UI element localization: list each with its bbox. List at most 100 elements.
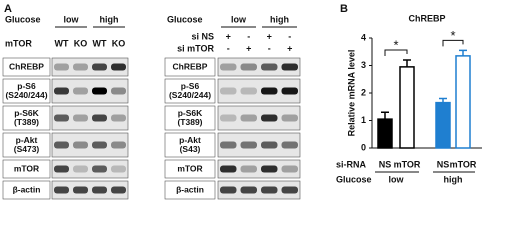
band xyxy=(54,87,69,95)
x-tick-label: NS xyxy=(379,159,392,169)
band xyxy=(111,165,126,173)
blot-label: β-actin xyxy=(13,184,41,194)
label-box xyxy=(164,132,216,158)
header-value: high xyxy=(100,14,119,24)
band xyxy=(240,63,257,71)
label-box xyxy=(164,180,216,200)
band xyxy=(54,114,69,122)
figure: A B Glucose low high mTOR WT KO WT KO ChREBP p-S6… xyxy=(2,3,482,200)
band xyxy=(92,141,107,149)
label-box xyxy=(164,159,216,179)
label-box xyxy=(164,57,216,77)
blot-label: ChREBP xyxy=(9,61,44,71)
header-value: + xyxy=(287,43,292,53)
blot-label: (T389) xyxy=(14,117,39,127)
blot-label: (S240/244) xyxy=(5,90,47,100)
blot-label: p-S6K xyxy=(14,108,39,118)
blot-label: p-Akt xyxy=(16,135,38,145)
blot xyxy=(51,57,129,77)
band xyxy=(281,141,298,149)
header-label: Glucose xyxy=(5,14,41,24)
blot xyxy=(51,180,129,200)
band xyxy=(111,186,126,194)
band xyxy=(261,186,278,194)
band xyxy=(73,165,88,173)
x-tick-label: NS xyxy=(437,159,450,169)
header-label: si NS xyxy=(191,31,214,41)
header-value: + xyxy=(246,43,251,53)
header-label: mTOR xyxy=(5,38,32,48)
band xyxy=(240,165,257,173)
y-tick-label: 3 xyxy=(361,60,366,70)
header-value: - xyxy=(288,31,291,41)
band xyxy=(111,114,126,122)
header-value: - xyxy=(247,31,250,41)
significance-bracket xyxy=(384,49,408,56)
blot xyxy=(217,57,301,77)
band xyxy=(220,63,237,71)
annotation: * xyxy=(393,37,398,52)
y-axis-label: Relative mRNA level xyxy=(346,50,356,137)
header-label: Glucose xyxy=(167,14,203,24)
band xyxy=(111,87,126,95)
band xyxy=(111,63,126,71)
header-value: KO xyxy=(112,38,126,48)
blot-label: β-actin xyxy=(176,184,204,194)
band xyxy=(281,63,298,71)
x-tick-label: mTOR xyxy=(450,159,477,169)
blot xyxy=(217,159,301,179)
chart-title: ChREBP xyxy=(408,13,445,23)
y-tick-label: 2 xyxy=(361,87,366,97)
significance-bracket xyxy=(442,39,464,47)
header-value: WT xyxy=(55,38,69,48)
band xyxy=(73,114,88,122)
panel-label: A xyxy=(4,3,12,15)
bar xyxy=(455,55,471,149)
band xyxy=(240,141,257,149)
bar xyxy=(399,66,415,149)
band xyxy=(261,114,278,122)
label-box xyxy=(2,57,51,77)
band xyxy=(220,114,237,122)
header-value: - xyxy=(268,43,271,53)
blot-label: mTOR xyxy=(177,163,202,173)
header-value: high xyxy=(270,14,289,24)
blot-label: p-S6 xyxy=(181,81,200,91)
bar xyxy=(435,101,451,149)
band xyxy=(92,165,107,173)
label-box xyxy=(164,78,216,104)
band xyxy=(73,141,88,149)
bar xyxy=(377,118,393,149)
label-box xyxy=(2,159,51,179)
band xyxy=(220,141,237,149)
panel-label: B xyxy=(340,3,348,15)
blot xyxy=(51,159,129,179)
label-box xyxy=(164,105,216,131)
header-value: + xyxy=(226,31,231,41)
header-value: - xyxy=(227,43,230,53)
band xyxy=(54,63,69,71)
band xyxy=(111,141,126,149)
group-name: high xyxy=(444,174,463,184)
blot xyxy=(217,180,301,200)
blot-label: (T389) xyxy=(177,117,202,127)
group-name: low xyxy=(389,174,405,184)
blot-label: mTOR xyxy=(14,163,39,173)
band xyxy=(73,87,88,95)
band xyxy=(92,63,107,71)
label-box xyxy=(2,105,51,131)
band xyxy=(281,186,298,194)
band xyxy=(261,63,278,71)
blot-label: (S240/244) xyxy=(169,90,211,100)
band xyxy=(240,186,257,194)
blot xyxy=(217,105,301,131)
band xyxy=(220,87,237,95)
header-value: WT xyxy=(93,38,107,48)
band xyxy=(261,87,278,95)
band xyxy=(240,114,257,122)
blot-label: p-Akt xyxy=(179,135,201,145)
band xyxy=(73,186,88,194)
y-tick-label: 0 xyxy=(361,142,366,152)
blot-label: p-S6K xyxy=(178,108,203,118)
band xyxy=(92,87,107,95)
